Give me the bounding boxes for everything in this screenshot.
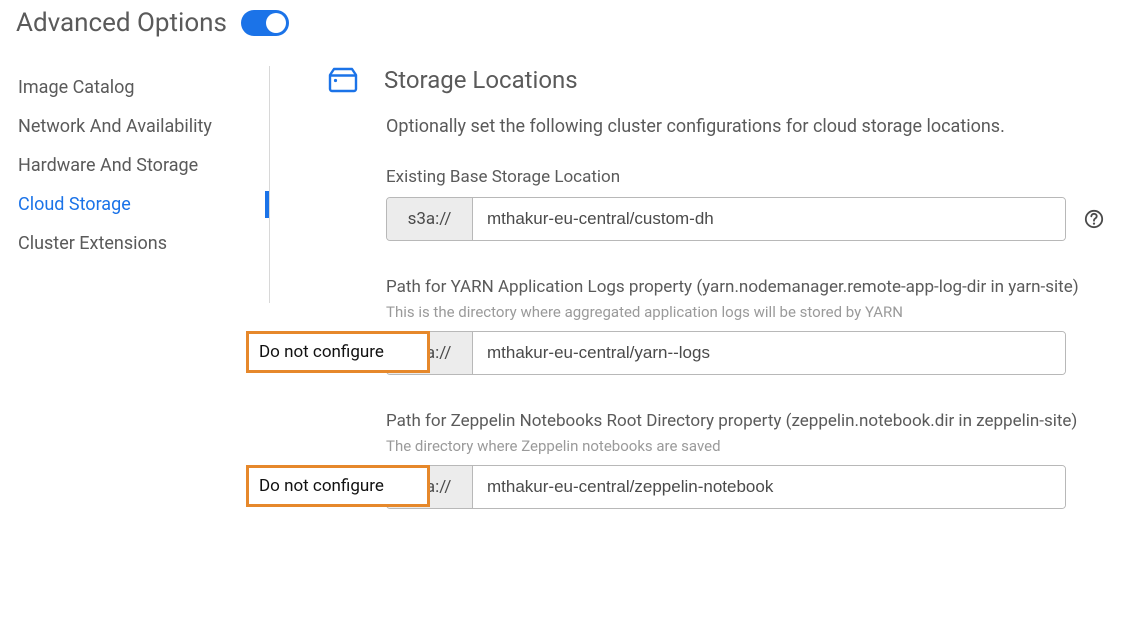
sidebar-item-label: Network And Availability [18, 116, 212, 137]
annotation-zeppelin: Do not configure [246, 465, 430, 507]
content-pane: Storage Locations Optionally set the fol… [270, 66, 1108, 509]
yarn-logs-input[interactable] [473, 332, 1065, 374]
input-group-zeppelin: s3a:// [386, 465, 1066, 509]
base-storage-input[interactable] [473, 198, 1065, 240]
section-subtitle: Optionally set the following cluster con… [326, 116, 1108, 137]
input-row-yarn: Do not configure s3a:// [386, 331, 1108, 375]
annotation-yarn: Do not configure [246, 331, 430, 373]
field-label-yarn: Path for YARN Application Logs property … [386, 277, 1108, 297]
settings-sidebar: Image Catalog Network And Availability H… [16, 66, 270, 303]
input-row-base: s3a:// [386, 197, 1108, 241]
field-yarn-logs: Path for YARN Application Logs property … [326, 277, 1108, 375]
field-helper-yarn: This is the directory where aggregated a… [386, 303, 1108, 321]
input-row-zeppelin: Do not configure s3a:// [386, 465, 1108, 509]
sidebar-item-label: Image Catalog [18, 77, 135, 98]
sidebar-item-network-availability[interactable]: Network And Availability [16, 107, 261, 146]
help-icon[interactable] [1084, 209, 1104, 229]
sidebar-item-label: Hardware And Storage [18, 155, 198, 176]
field-base-storage: Existing Base Storage Location s3a:// [326, 167, 1108, 241]
field-helper-zeppelin: The directory where Zeppelin notebooks a… [386, 437, 1108, 455]
field-zeppelin: Path for Zeppelin Notebooks Root Directo… [326, 411, 1108, 509]
input-group-yarn: s3a:// [386, 331, 1066, 375]
sidebar-item-label: Cluster Extensions [18, 233, 167, 254]
input-group-base: s3a:// [386, 197, 1066, 241]
main-layout: Image Catalog Network And Availability H… [16, 66, 1108, 509]
sidebar-item-cluster-extensions[interactable]: Cluster Extensions [16, 224, 261, 263]
sidebar-item-cloud-storage[interactable]: Cloud Storage [16, 185, 261, 224]
section-title: Storage Locations [384, 66, 578, 94]
page-header: Advanced Options [16, 8, 1108, 38]
storage-icon [326, 67, 360, 93]
zeppelin-input[interactable] [473, 466, 1065, 508]
section-header: Storage Locations [326, 66, 1108, 94]
field-label-base: Existing Base Storage Location [386, 167, 1108, 187]
sidebar-item-hardware-storage[interactable]: Hardware And Storage [16, 146, 261, 185]
sidebar-item-image-catalog[interactable]: Image Catalog [16, 68, 261, 107]
toggle-knob [266, 13, 286, 33]
field-label-zeppelin: Path for Zeppelin Notebooks Root Directo… [386, 411, 1108, 431]
sidebar-item-label: Cloud Storage [18, 194, 131, 215]
input-prefix-base: s3a:// [387, 198, 473, 240]
advanced-options-toggle[interactable] [241, 10, 289, 36]
page-title: Advanced Options [16, 8, 227, 38]
